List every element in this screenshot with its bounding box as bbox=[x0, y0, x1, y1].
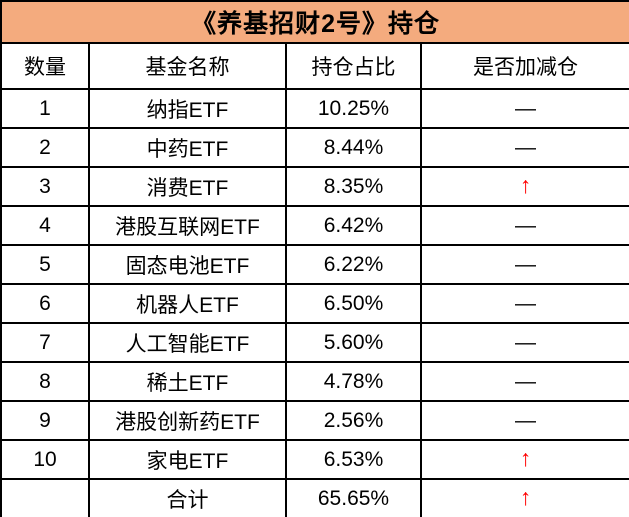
up-arrow-icon: ↑ bbox=[519, 445, 532, 471]
table-row: 4 港股互联网ETF 6.42% — bbox=[0, 205, 629, 246]
no-change-dash: — bbox=[515, 330, 537, 354]
row-number: 4 bbox=[0, 205, 90, 246]
column-header-row: 数量 基金名称 持仓占比 是否加减仓 bbox=[0, 42, 629, 90]
column-header-add-reduce: 是否加减仓 bbox=[419, 42, 629, 90]
fund-name: 纳指ETF bbox=[88, 88, 287, 129]
action-cell: — bbox=[419, 205, 629, 246]
fund-name: 港股互联网ETF bbox=[88, 205, 287, 246]
row-number: 1 bbox=[0, 88, 90, 129]
action-cell: ↑ bbox=[419, 166, 629, 207]
column-header-holding-pct: 持仓占比 bbox=[285, 42, 422, 90]
table-row: 9 港股创新药ETF 2.56% — bbox=[0, 400, 629, 441]
no-change-dash: — bbox=[515, 252, 537, 276]
row-number: 5 bbox=[0, 244, 90, 285]
row-number: 3 bbox=[0, 166, 90, 207]
table-body: 1 纳指ETF 10.25% —2 中药ETF 8.44% —3 消费ETF 8.35% ↑ 4 港股… bbox=[0, 88, 629, 480]
action-cell: — bbox=[419, 283, 629, 324]
title-row: 《养基招财2号》持仓 bbox=[0, 0, 629, 44]
holding-pct: 5.60% bbox=[285, 322, 422, 363]
no-change-dash: — bbox=[515, 135, 537, 159]
table-row: 2 中药ETF 8.44% — bbox=[0, 127, 629, 168]
holding-pct: 8.35% bbox=[285, 166, 422, 207]
holding-pct: 8.44% bbox=[285, 127, 422, 168]
fund-name: 人工智能ETF bbox=[88, 322, 287, 363]
fund-name: 固态电池ETF bbox=[88, 244, 287, 285]
fund-name: 稀土ETF bbox=[88, 361, 287, 402]
holding-pct: 2.56% bbox=[285, 400, 422, 441]
fund-name: 港股创新药ETF bbox=[88, 400, 287, 441]
total-empty-cell bbox=[0, 478, 90, 517]
total-holding-pct: 65.65% bbox=[285, 478, 422, 517]
fund-name: 机器人ETF bbox=[88, 283, 287, 324]
fund-name: 消费ETF bbox=[88, 166, 287, 207]
total-label: 合计 bbox=[88, 478, 287, 517]
holding-pct: 4.78% bbox=[285, 361, 422, 402]
table-row: 5 固态电池ETF 6.22% — bbox=[0, 244, 629, 285]
action-cell: — bbox=[419, 127, 629, 168]
holding-pct: 6.22% bbox=[285, 244, 422, 285]
action-cell: — bbox=[419, 244, 629, 285]
table-row: 7 人工智能ETF 5.60% — bbox=[0, 322, 629, 363]
holding-pct: 6.50% bbox=[285, 283, 422, 324]
row-number: 9 bbox=[0, 400, 90, 441]
fund-name: 中药ETF bbox=[88, 127, 287, 168]
fund-name: 家电ETF bbox=[88, 439, 287, 480]
action-cell: — bbox=[419, 361, 629, 402]
holding-pct: 6.53% bbox=[285, 439, 422, 480]
row-number: 8 bbox=[0, 361, 90, 402]
total-action-cell: ↑ bbox=[419, 478, 629, 517]
table-row: 8 稀土ETF 4.78% — bbox=[0, 361, 629, 402]
row-number: 10 bbox=[0, 439, 90, 480]
up-arrow-icon: ↑ bbox=[519, 484, 532, 510]
row-number: 7 bbox=[0, 322, 90, 363]
page-title: 《养基招财2号》持仓 bbox=[0, 0, 629, 44]
no-change-dash: — bbox=[515, 291, 537, 315]
action-cell: — bbox=[419, 322, 629, 363]
column-header-quantity: 数量 bbox=[0, 42, 90, 90]
action-cell: — bbox=[419, 88, 629, 129]
total-row: 合计 65.65% ↑ bbox=[0, 478, 629, 517]
no-change-dash: — bbox=[515, 369, 537, 393]
row-number: 6 bbox=[0, 283, 90, 324]
action-cell: — bbox=[419, 400, 629, 441]
table-row: 6 机器人ETF 6.50% — bbox=[0, 283, 629, 324]
no-change-dash: — bbox=[515, 213, 537, 237]
column-header-fund-name: 基金名称 bbox=[88, 42, 287, 90]
holding-pct: 10.25% bbox=[285, 88, 422, 129]
action-cell: ↑ bbox=[419, 439, 629, 480]
no-change-dash: — bbox=[515, 96, 537, 120]
row-number: 2 bbox=[0, 127, 90, 168]
holding-pct: 6.42% bbox=[285, 205, 422, 246]
table-row: 10 家电ETF 6.53% ↑ bbox=[0, 439, 629, 480]
table-row: 1 纳指ETF 10.25% — bbox=[0, 88, 629, 129]
no-change-dash: — bbox=[515, 408, 537, 432]
table-row: 3 消费ETF 8.35% ↑ bbox=[0, 166, 629, 207]
up-arrow-icon: ↑ bbox=[519, 172, 532, 198]
